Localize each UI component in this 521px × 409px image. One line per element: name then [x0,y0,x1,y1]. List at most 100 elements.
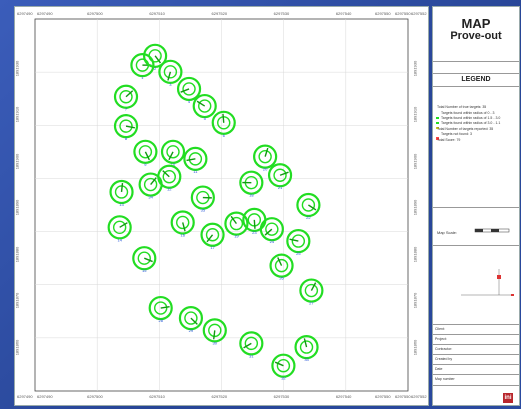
target-label: 2 [154,66,157,71]
target-marker: 32 [271,353,296,381]
target-outer-ring [239,331,264,356]
y-tick-left: 1891900 [14,153,20,169]
target-label: 1 [141,75,144,80]
target-outer-ring [200,222,225,247]
divider [433,73,519,74]
company-logo: ini [503,393,513,403]
target-offset-line [279,171,289,176]
target-label: 34 [148,195,153,200]
target-outer-ring [190,185,215,210]
corner-label: 6297550 [395,11,411,16]
target-marker: 35 [190,185,215,213]
target-marker: 13 [109,179,134,207]
corner-label: 6297550 [375,394,391,399]
target-inner-ring [273,168,287,182]
map-grid [35,19,408,391]
legend-line: Total Score: 79 [437,138,461,142]
target-offset-line [119,222,128,228]
target-inner-ring [276,359,291,373]
legend-line: Total Number of true targets: 35 [437,105,487,109]
target-outer-ring [211,110,236,135]
target-offset-line [206,234,214,243]
divider [433,324,519,325]
target-outer-ring [160,139,186,164]
target-marker: 7 [113,84,139,112]
target-offset-line [264,228,273,236]
divider [433,374,519,375]
target-label: 22 [306,215,311,220]
target-marker: 8 [113,114,139,141]
target-marker: 33 [294,335,319,362]
divider [433,364,519,365]
target-inner-ring [182,82,196,96]
target-inner-ring [143,177,158,192]
title-block-map-number: Map number [435,377,455,381]
target-inner-ring [148,49,162,63]
target-offset-line [144,257,153,263]
title-block-date: Date [435,367,443,371]
target-outer-ring [113,114,139,139]
divider [433,334,519,335]
target-label: 23 [252,230,257,235]
divider [433,61,519,62]
divider [433,344,519,345]
target-offset-line [196,100,206,107]
legend-panel: MAP Prove-out LEGEND Total Number of tru… [432,6,520,406]
legend-swatch [436,122,439,124]
target-marker: 5 [192,93,217,121]
title-block-contractor: Contractor: [435,347,453,351]
target-outer-ring [170,210,195,235]
x-tick-top: 6297510 [149,11,165,16]
target-label: 12 [167,187,172,192]
target-outer-ring [113,84,139,109]
y-tick-right: 1891860 [412,339,418,355]
corner-label: 6297552 [411,11,427,16]
target-offset-line [277,257,283,266]
corner-label: 6297550 [395,394,411,399]
location-inset-map [461,269,514,296]
corner-label: 6297490 [37,394,53,399]
divider [433,385,519,386]
target-label: 24 [270,239,275,244]
legend-swatches [436,117,439,140]
divider [433,354,519,355]
divider [433,245,519,246]
x-tick-top: 6297500 [87,11,103,16]
target-inner-ring [162,170,176,184]
legend-line: Targets found within radius of 0 - 3 [441,111,495,115]
target-label: 32 [281,376,286,381]
target-inner-ring [154,301,168,315]
target-inner-ring [291,234,306,248]
target-inner-ring [258,149,272,164]
target-label: 29 [189,328,194,333]
target-inner-ring [205,228,220,242]
target-offset-line [289,238,299,242]
y-tick-right: 1891910 [412,106,418,123]
target-inner-ring [301,198,316,212]
target-inner-ring [304,283,319,298]
target-inner-ring [274,258,289,273]
y-tick-left: 1891890 [14,199,20,216]
target-outer-ring [202,318,227,343]
target-inner-ring [166,145,180,159]
target-outer-ring [132,246,157,271]
legend-line: Targets not found: 3 [441,132,472,136]
target-inner-ring [299,340,314,354]
target-outer-ring [239,170,264,195]
divider [433,207,519,208]
target-inner-ring [119,119,133,133]
legend-swatch [436,127,439,129]
legend-heading: LEGEND [461,76,491,83]
y-tick-right: 1891870 [412,292,418,309]
target-label: 30 [213,340,218,345]
target-offset-line [144,151,150,161]
target-inner-ring [112,220,127,235]
target-offset-line [120,182,124,193]
target-marker: 30 [202,318,227,345]
target-label: 17 [210,245,215,250]
target-label: 27 [309,301,314,306]
target-outer-ring [259,217,284,242]
legend-line: Targets found within radius of 3.0 - 1.1 [441,121,501,125]
target-offset-line [180,88,190,93]
